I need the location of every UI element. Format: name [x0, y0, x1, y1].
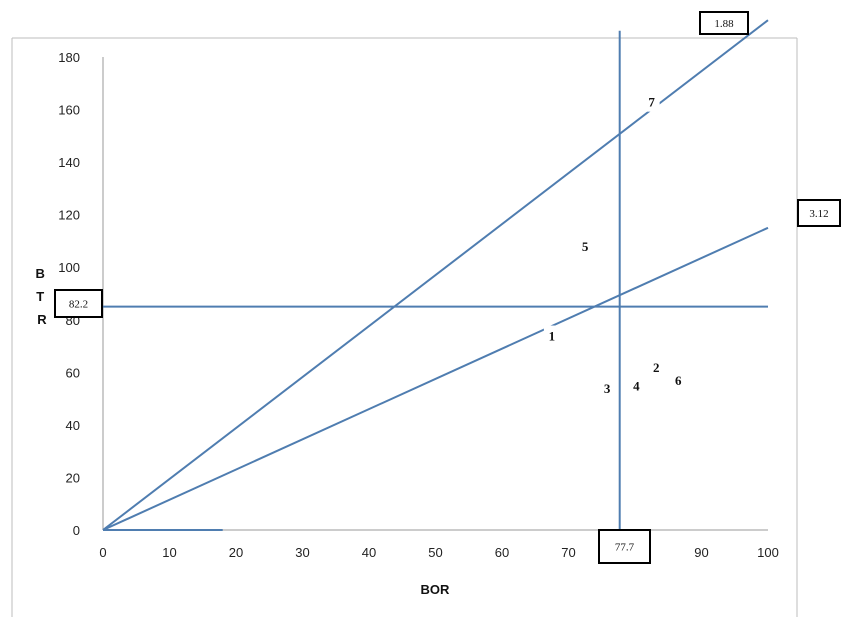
region-label-bg — [628, 375, 645, 396]
region-label-bg — [670, 370, 687, 391]
x-tick-label: 70 — [561, 545, 575, 560]
value-box-label: 1.88 — [714, 18, 734, 30]
value-box — [598, 529, 651, 564]
region-label: 5 — [582, 239, 589, 254]
y-axis-label: B T R — [35, 266, 48, 327]
y-tick-label: 40 — [66, 418, 80, 433]
x-tick-label: 60 — [495, 545, 509, 560]
value-box — [54, 289, 103, 318]
x-tick-label: 0 — [99, 545, 106, 560]
y-tick-label: 120 — [58, 208, 80, 223]
y-tick-label: 60 — [66, 365, 80, 380]
y-axis-label-letter: T — [36, 289, 44, 304]
value-box — [797, 199, 841, 227]
region-label-bg — [643, 91, 660, 112]
y-tick-label: 140 — [58, 155, 80, 170]
y-axis-label-letter: B — [35, 266, 44, 281]
region-label: 6 — [675, 373, 682, 388]
region-label: 1 — [549, 329, 556, 344]
region-label-bg — [599, 378, 616, 399]
x-axis-label: BOR — [421, 582, 451, 597]
region-label: 7 — [648, 95, 655, 110]
series-line — [102, 226, 769, 531]
x-tick-label: 20 — [229, 545, 243, 560]
region-label: 3 — [604, 381, 611, 396]
series-line — [102, 19, 769, 531]
y-tick-label: 160 — [58, 103, 80, 118]
region-label-bg — [577, 236, 594, 257]
region-label: 2 — [653, 360, 660, 375]
y-tick-label: 180 — [58, 50, 80, 65]
x-tick-label: 90 — [694, 545, 708, 560]
x-tick-label: 10 — [162, 545, 176, 560]
value-box-label: 3.12 — [809, 208, 828, 220]
y-tick-label: 0 — [73, 523, 80, 538]
y-tick-label: 100 — [58, 260, 80, 275]
y-tick-label: 20 — [66, 470, 80, 485]
value-box — [699, 11, 749, 35]
region-label-bg — [543, 325, 560, 346]
x-tick-label: 100 — [757, 545, 779, 560]
value-box-label: 82.2 — [69, 299, 88, 311]
x-tick-label: 50 — [428, 545, 442, 560]
region-label-bg — [648, 357, 665, 378]
value-box-label: 77.7 — [615, 542, 635, 554]
x-tick-label: 40 — [362, 545, 376, 560]
y-axis-label-letter: R — [37, 312, 47, 327]
region-label: 4 — [633, 378, 640, 393]
x-tick-label: 30 — [295, 545, 309, 560]
